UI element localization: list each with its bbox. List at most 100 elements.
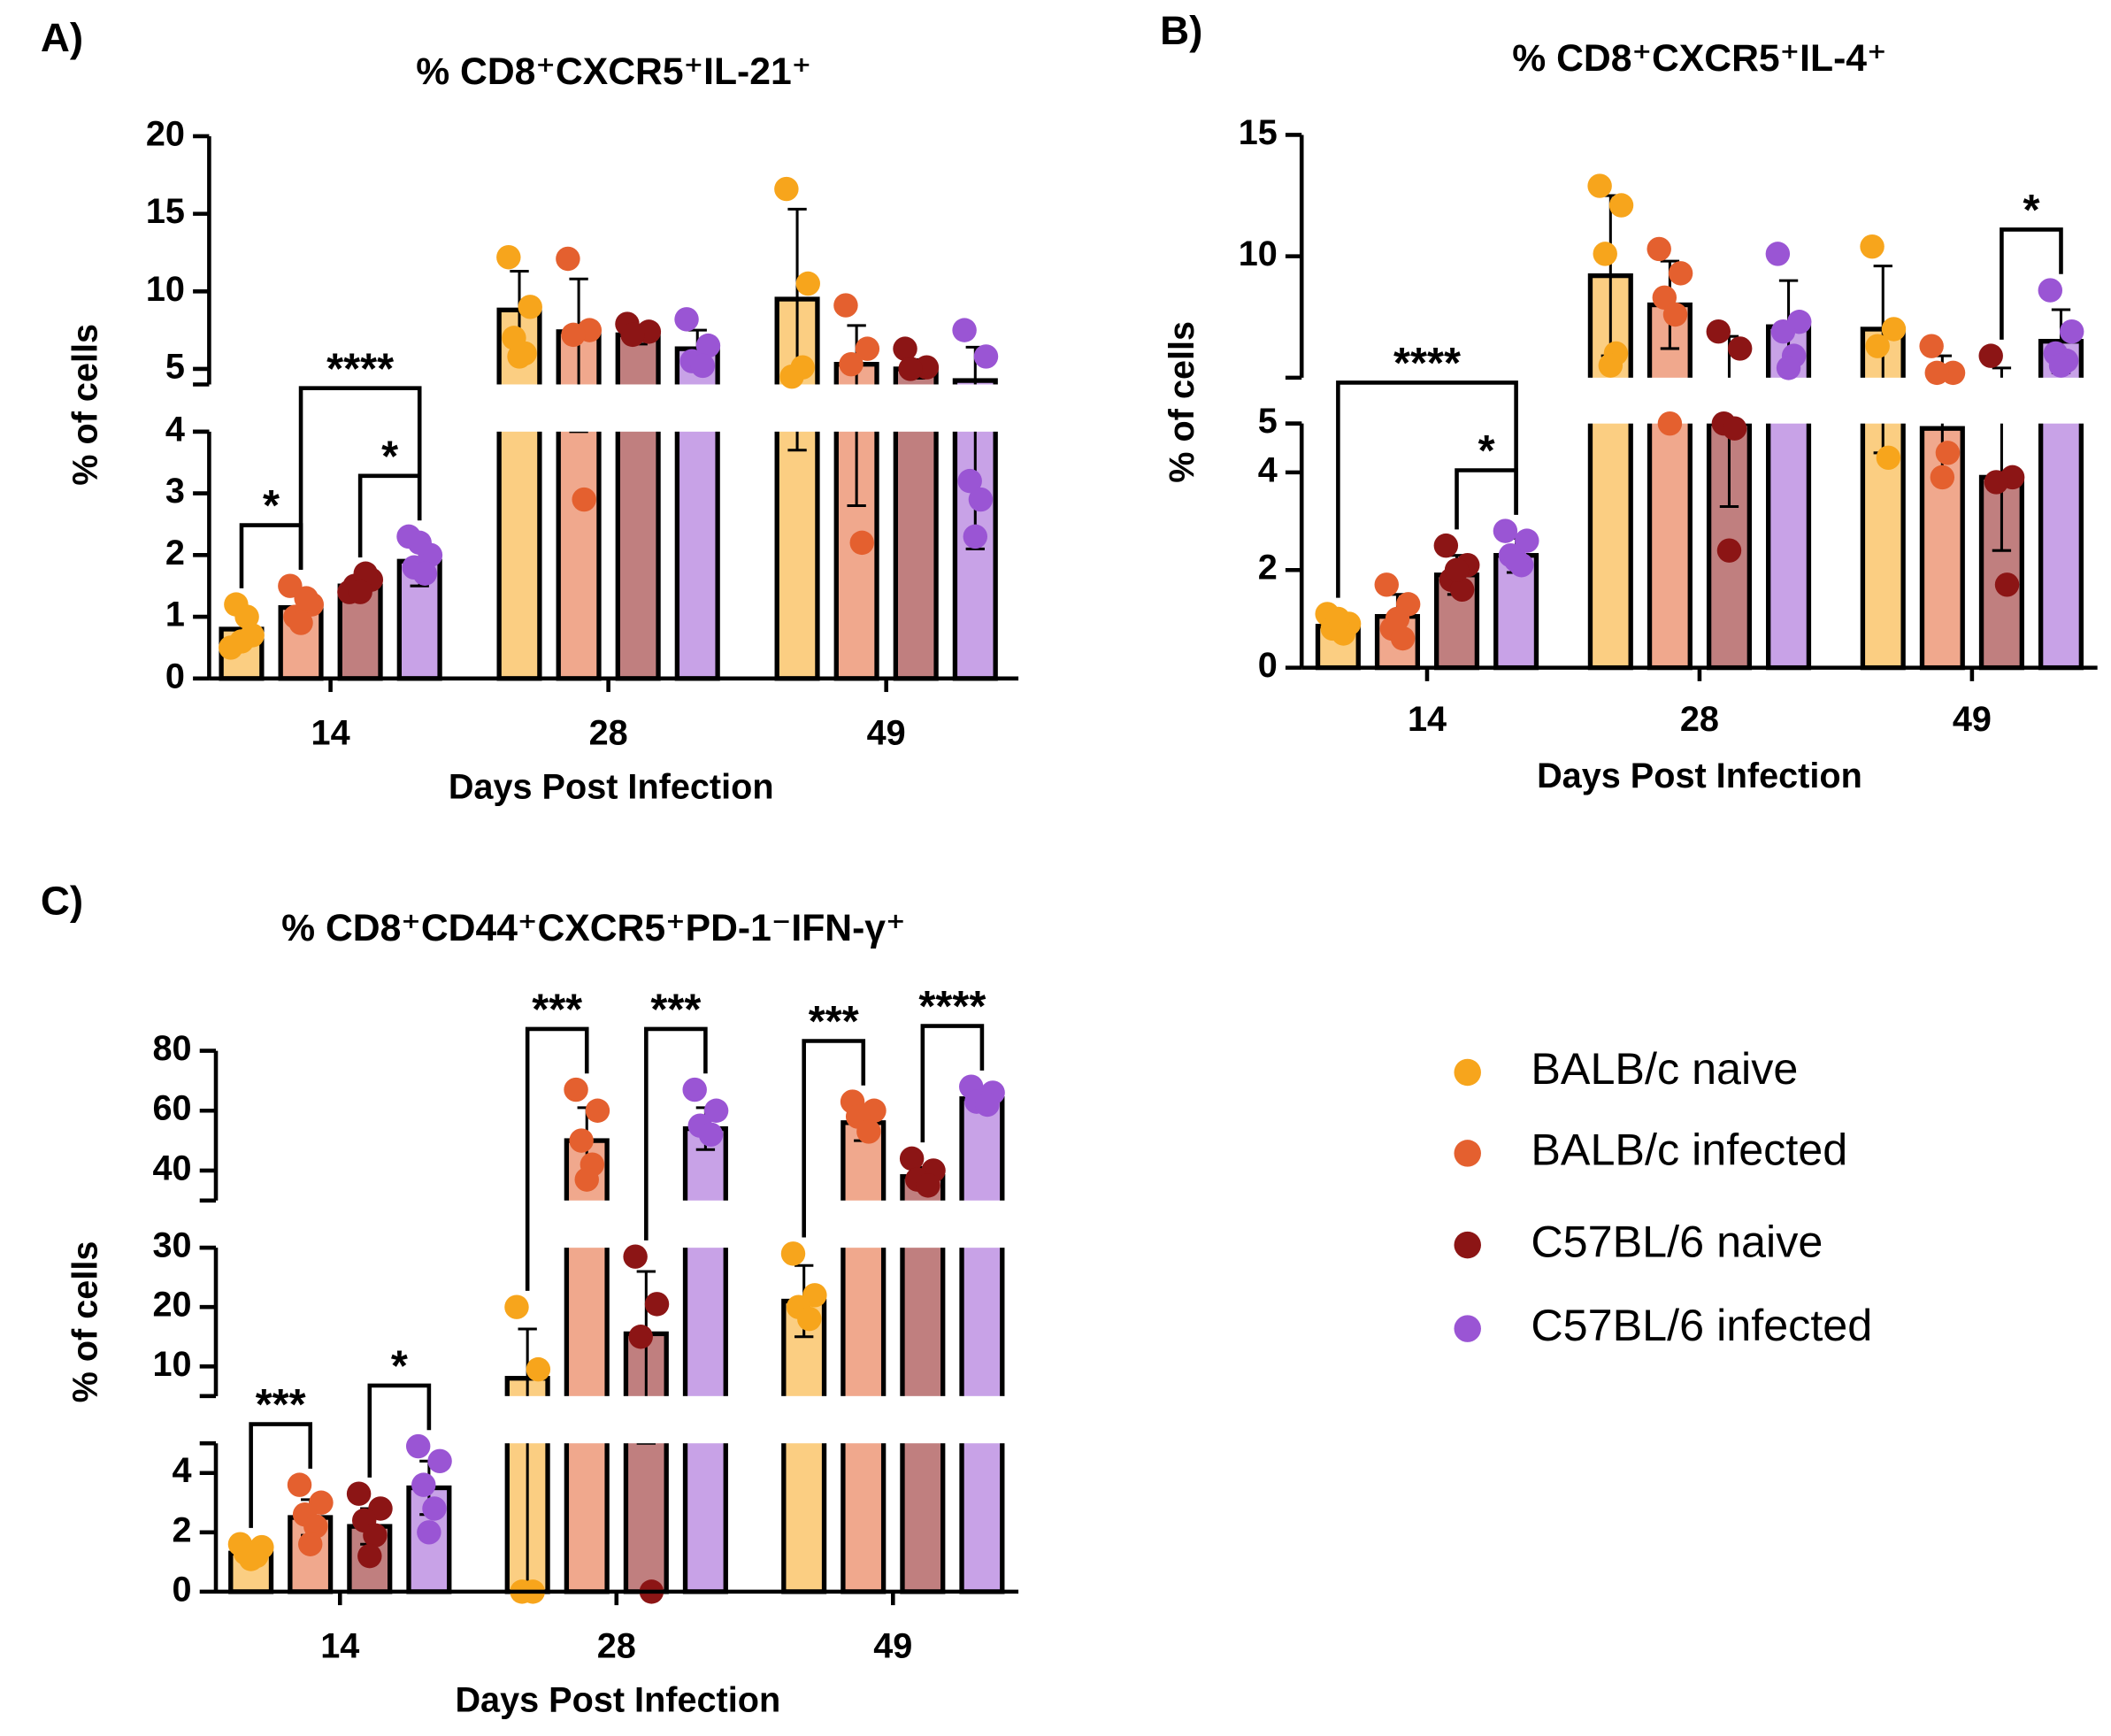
y-axis-label: % of cells — [1163, 321, 1201, 483]
data-point — [916, 1173, 940, 1198]
data-point — [2059, 319, 2084, 344]
data-point — [682, 1077, 707, 1102]
significance-label: **** — [1393, 340, 1461, 388]
data-point — [893, 336, 917, 361]
data-point — [1385, 606, 1410, 632]
x-tick-label: 14 — [320, 1626, 359, 1665]
bar — [1647, 302, 1693, 671]
axis-break — [219, 1200, 1022, 1248]
data-point — [1662, 302, 1688, 327]
legend-marker — [1454, 1231, 1481, 1259]
data-point — [849, 530, 874, 556]
significance-label: * — [2023, 187, 2039, 234]
data-point — [1390, 626, 1416, 651]
data-point — [238, 1547, 264, 1571]
significance-bracket — [644, 1026, 708, 1241]
legend-label: C57BL/6 naive — [1531, 1216, 1823, 1266]
x-axis-label: Days Post Infection — [455, 1680, 780, 1719]
y-tick-label: 4 — [165, 410, 185, 449]
y-tick-label: 3 — [165, 472, 185, 511]
chart-title: % CD8⁺CXCR5⁺IL-21⁺ — [416, 50, 811, 93]
bar — [781, 1298, 827, 1594]
data-point — [2038, 278, 2063, 303]
data-point — [1881, 317, 1907, 342]
panel-label: A) — [41, 15, 83, 60]
data-point — [690, 353, 716, 379]
chart-title: % CD8⁺CXCR5⁺IL-4⁺ — [1512, 37, 1886, 80]
legend-label: C57BL/6 infected — [1531, 1300, 1872, 1350]
data-point — [1706, 319, 1731, 344]
bar — [841, 1120, 887, 1594]
y-tick-label: 80 — [152, 1029, 191, 1068]
data-point — [1608, 193, 1634, 218]
legend-label: BALB/c naive — [1531, 1043, 1798, 1094]
data-point — [1984, 470, 2009, 495]
x-tick-label: 14 — [311, 713, 350, 752]
y-tick-label: 10 — [146, 270, 185, 309]
data-point — [968, 487, 994, 512]
data-point — [1444, 557, 1470, 582]
x-tick-label: 28 — [597, 1626, 636, 1665]
y-tick-label: 4 — [1258, 450, 1278, 489]
data-point — [288, 611, 313, 635]
data-point — [1515, 528, 1539, 553]
y-tick-label: 15 — [1239, 113, 1278, 152]
data-point — [973, 344, 999, 369]
significance-bracket — [249, 1422, 313, 1528]
data-point — [412, 561, 438, 586]
data-point — [564, 1077, 588, 1102]
data-point — [411, 1472, 436, 1497]
data-point — [1876, 445, 1901, 471]
y-tick-label: 2 — [173, 1510, 192, 1549]
y-tick-label: 1 — [165, 595, 185, 634]
x-axis-label: Days Post Infection — [449, 767, 774, 806]
legend-marker — [1454, 1140, 1481, 1167]
x-tick-label: 49 — [867, 713, 906, 752]
data-point — [561, 322, 586, 348]
data-point — [1776, 356, 1801, 380]
data-point — [780, 1241, 806, 1266]
data-point — [1325, 606, 1351, 632]
data-point — [1770, 319, 1796, 344]
y-tick-label: 4 — [173, 1451, 192, 1490]
data-point — [623, 1244, 648, 1269]
panel-label: B) — [1160, 8, 1202, 53]
data-point — [797, 1306, 822, 1332]
data-point — [1994, 572, 2020, 597]
significance-bracket — [367, 1383, 432, 1478]
data-point — [855, 336, 880, 361]
significance-bracket — [525, 1026, 589, 1291]
y-tick-label: 15 — [146, 192, 185, 231]
data-point — [856, 1119, 881, 1144]
data-point — [898, 357, 923, 381]
significance-bracket — [1336, 380, 1518, 598]
y-tick-label: 40 — [152, 1148, 191, 1187]
data-point — [644, 1292, 670, 1317]
y-tick-label: 2 — [165, 534, 185, 572]
data-point — [1587, 173, 1612, 198]
data-point — [574, 1167, 599, 1192]
data-point — [1593, 242, 1617, 266]
data-point — [1930, 465, 1955, 490]
y-tick-label: 20 — [146, 114, 185, 153]
data-point — [839, 351, 864, 377]
chart-title: % CD8⁺CD44⁺CXCR5⁺PD-1⁻IFN-γ⁺ — [281, 907, 905, 949]
data-point — [504, 1294, 529, 1319]
x-tick-label: 14 — [1408, 700, 1447, 739]
legend-label: BALB/c infected — [1531, 1125, 1847, 1175]
significance-label: *** — [809, 998, 859, 1046]
bar — [682, 1125, 728, 1594]
data-point — [1924, 360, 1949, 386]
data-point — [507, 344, 532, 369]
data-point — [518, 295, 542, 319]
data-point — [572, 487, 596, 512]
data-point — [1493, 518, 1518, 543]
data-point — [790, 355, 815, 380]
data-point — [795, 271, 820, 296]
x-tick-label: 28 — [1680, 700, 1719, 739]
significance-label: **** — [326, 345, 394, 393]
data-point — [1935, 441, 1961, 465]
significance-bracket — [920, 1024, 985, 1143]
data-point — [1374, 572, 1399, 597]
